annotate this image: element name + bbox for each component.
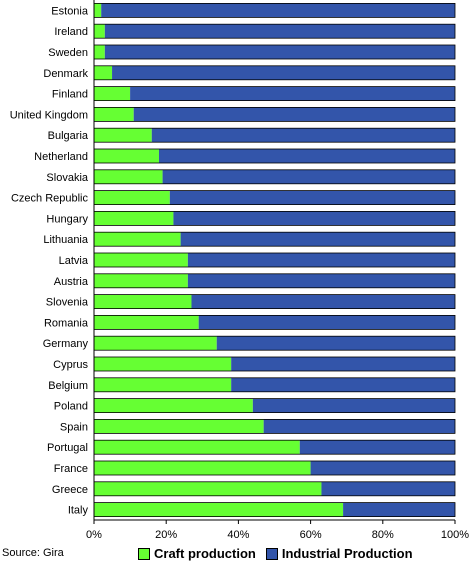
bar-craft — [94, 232, 181, 247]
bar-industrial — [191, 294, 455, 309]
bar-industrial — [162, 169, 455, 184]
bar-craft — [94, 128, 152, 143]
category-label: Germany — [43, 338, 89, 350]
category-label: Poland — [54, 401, 88, 413]
bar-industrial — [112, 65, 456, 80]
category-label: Denmark — [43, 68, 88, 80]
bar-industrial — [252, 398, 455, 413]
category-label: Spain — [60, 421, 88, 433]
legend-label-craft: Craft production — [154, 546, 256, 561]
bar-industrial — [104, 45, 455, 59]
bar-industrial — [187, 253, 456, 267]
category-label: Lithuania — [43, 234, 89, 246]
legend-item-craft: Craft production — [138, 546, 256, 561]
bar-craft — [94, 440, 300, 455]
bar-craft — [94, 273, 188, 288]
bar-craft — [94, 24, 105, 39]
bar-industrial — [198, 315, 455, 330]
x-tick-label: 20% — [155, 529, 177, 541]
category-label: Romania — [44, 317, 89, 329]
bar-craft — [94, 211, 174, 226]
bar-industrial — [130, 86, 455, 101]
category-label: Hungary — [46, 213, 88, 225]
bar-industrial — [173, 211, 456, 226]
bar-craft — [94, 253, 188, 267]
x-tick-label: 80% — [372, 529, 394, 541]
category-label: Latvia — [59, 255, 89, 267]
category-label: France — [54, 463, 88, 475]
bar-craft — [94, 169, 163, 184]
category-label: Ireland — [54, 26, 88, 38]
bar-industrial — [263, 419, 455, 434]
category-label: Estonia — [51, 5, 89, 17]
category-label: United Kingdom — [10, 109, 88, 121]
bar-industrial — [299, 440, 455, 455]
legend-swatch-craft — [138, 547, 150, 560]
category-label: Slovenia — [46, 297, 89, 309]
bar-industrial — [216, 336, 455, 351]
category-label: Greece — [52, 484, 88, 496]
bar-craft — [94, 502, 344, 517]
bar-craft — [94, 190, 170, 205]
bar-craft — [94, 65, 113, 80]
category-label: Austria — [54, 276, 89, 288]
bar-industrial — [310, 461, 455, 475]
bar-industrial — [321, 481, 455, 496]
category-label: Italy — [68, 505, 89, 517]
bar-craft — [94, 294, 192, 309]
category-label: Belgium — [48, 380, 88, 392]
category-label: Czech Republic — [11, 193, 89, 205]
bar-craft — [94, 45, 105, 59]
bar-craft — [94, 357, 232, 371]
bar-industrial — [231, 357, 455, 371]
legend: Craft production Industrial Production — [138, 546, 423, 561]
bar-craft — [94, 461, 311, 475]
bar-industrial — [151, 128, 455, 143]
x-tick-label: 100% — [441, 529, 469, 541]
bar-craft — [94, 149, 159, 163]
bar-craft — [94, 3, 102, 18]
bar-craft — [94, 315, 199, 330]
bar-industrial — [101, 3, 455, 18]
x-tick-label: 40% — [227, 529, 249, 541]
bar-craft — [94, 398, 253, 413]
category-label: Netherland — [34, 151, 88, 163]
bar-industrial — [343, 502, 455, 517]
bar-craft — [94, 377, 232, 392]
bar-industrial — [231, 377, 455, 392]
bar-craft — [94, 336, 217, 351]
x-tick-label: 60% — [300, 529, 322, 541]
category-label: Cyprus — [53, 359, 88, 371]
category-label: Portugal — [47, 442, 88, 454]
bar-industrial — [133, 107, 455, 122]
bar-industrial — [104, 24, 455, 39]
bar-industrial — [169, 190, 455, 205]
bar-craft — [94, 107, 134, 122]
bar-craft — [94, 86, 131, 101]
source-note: Source: Gira — [2, 547, 64, 559]
legend-item-industrial: Industrial Production — [265, 546, 413, 561]
bar-craft — [94, 419, 264, 434]
category-label: Bulgaria — [48, 130, 89, 142]
bar-craft — [94, 481, 322, 496]
category-label: Finland — [52, 89, 88, 101]
x-tick-label: 0% — [86, 529, 102, 541]
bar-industrial — [158, 149, 456, 163]
category-label: Sweden — [48, 47, 88, 59]
legend-swatch-industrial — [265, 547, 278, 560]
bar-industrial — [187, 273, 456, 288]
category-label: Slovakia — [46, 172, 88, 184]
legend-label-industrial: Industrial Production — [281, 546, 413, 561]
bar-industrial — [180, 232, 455, 247]
